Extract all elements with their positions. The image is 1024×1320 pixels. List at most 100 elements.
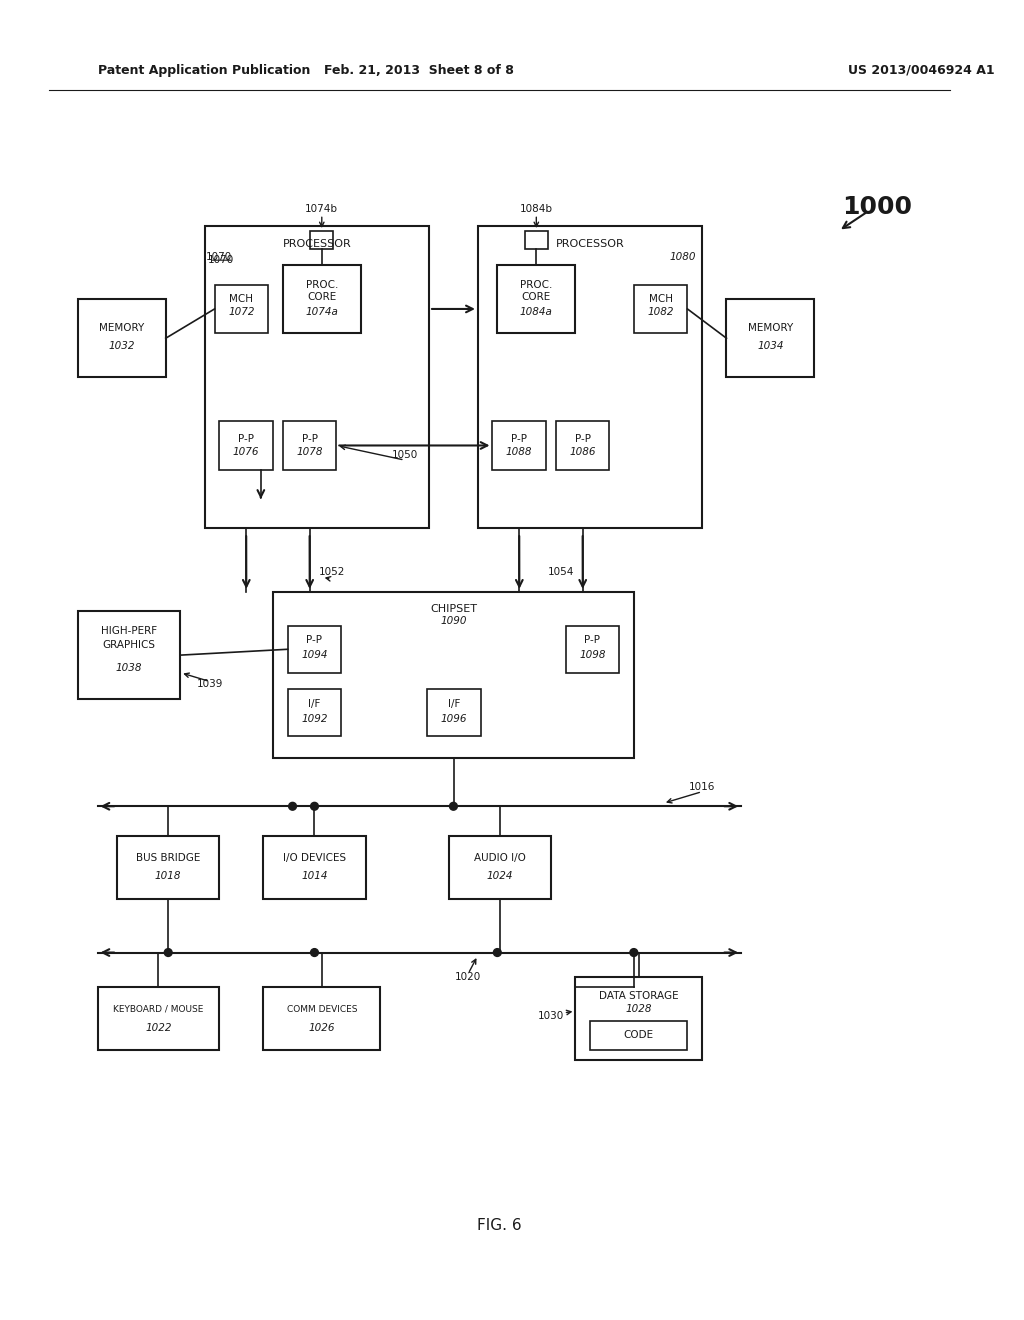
Text: 1024: 1024 xyxy=(486,871,513,882)
Text: 1038: 1038 xyxy=(116,663,142,673)
Text: MEMORY: MEMORY xyxy=(99,323,144,334)
Text: 1098: 1098 xyxy=(580,651,605,660)
Text: P-P: P-P xyxy=(306,635,323,645)
Bar xyxy=(78,611,180,700)
Text: P-P: P-P xyxy=(585,635,600,645)
Text: 1078: 1078 xyxy=(296,447,323,457)
Bar xyxy=(498,265,575,334)
Bar xyxy=(283,265,360,334)
Text: CHIPSET: CHIPSET xyxy=(430,605,477,614)
Text: 1000: 1000 xyxy=(843,194,912,219)
Bar xyxy=(273,591,634,758)
Bar xyxy=(590,1020,687,1049)
Text: 1084a: 1084a xyxy=(520,306,553,317)
Text: P-P: P-P xyxy=(574,434,591,444)
Circle shape xyxy=(164,949,172,957)
Bar xyxy=(288,626,341,673)
Bar xyxy=(263,836,366,899)
Text: 1052: 1052 xyxy=(318,568,345,577)
Text: 1080: 1080 xyxy=(670,252,696,263)
Bar xyxy=(288,689,341,737)
Text: 1084b: 1084b xyxy=(520,203,553,214)
Text: 1086: 1086 xyxy=(569,447,596,457)
Circle shape xyxy=(310,949,318,957)
Circle shape xyxy=(450,803,458,810)
Circle shape xyxy=(310,803,318,810)
Text: MEMORY: MEMORY xyxy=(748,323,793,334)
Text: I/O DEVICES: I/O DEVICES xyxy=(283,853,346,863)
Bar xyxy=(263,986,380,1049)
Text: PROC.: PROC. xyxy=(305,280,338,289)
Text: 1014: 1014 xyxy=(301,871,328,882)
Bar xyxy=(449,836,551,899)
Text: PROC.: PROC. xyxy=(520,280,553,289)
Bar xyxy=(634,285,687,334)
Bar xyxy=(205,226,429,528)
Bar xyxy=(556,421,609,470)
Text: CORE: CORE xyxy=(521,292,551,302)
Text: 1072: 1072 xyxy=(228,306,255,317)
Text: 1026: 1026 xyxy=(308,1023,335,1032)
Text: KEYBOARD / MOUSE: KEYBOARD / MOUSE xyxy=(114,1005,204,1014)
Text: Feb. 21, 2013  Sheet 8 of 8: Feb. 21, 2013 Sheet 8 of 8 xyxy=(325,63,514,77)
Text: HIGH-PERF: HIGH-PERF xyxy=(101,626,158,636)
Text: 1016: 1016 xyxy=(689,781,716,792)
Text: 1094: 1094 xyxy=(301,651,328,660)
Text: PROCESSOR: PROCESSOR xyxy=(556,239,625,248)
Bar xyxy=(575,977,702,1060)
Bar xyxy=(565,626,620,673)
Text: 1088: 1088 xyxy=(506,447,532,457)
Text: 1090: 1090 xyxy=(440,616,467,626)
Bar xyxy=(524,231,548,248)
Bar xyxy=(117,836,219,899)
Text: 1022: 1022 xyxy=(145,1023,172,1032)
Text: BUS BRIDGE: BUS BRIDGE xyxy=(136,853,201,863)
Circle shape xyxy=(289,803,296,810)
Text: 1070: 1070 xyxy=(208,255,234,265)
Text: P-P: P-P xyxy=(302,434,317,444)
Text: 1032: 1032 xyxy=(109,341,135,351)
Bar xyxy=(493,421,546,470)
Text: 1070: 1070 xyxy=(206,252,232,263)
Bar xyxy=(478,226,702,528)
Bar xyxy=(219,421,273,470)
Text: P-P: P-P xyxy=(511,434,527,444)
Bar xyxy=(97,986,219,1049)
Bar xyxy=(310,231,334,248)
Bar xyxy=(78,300,166,378)
Text: P-P: P-P xyxy=(239,434,254,444)
Bar xyxy=(427,689,480,737)
Text: FIG. 6: FIG. 6 xyxy=(477,1218,521,1233)
Text: GRAPHICS: GRAPHICS xyxy=(102,640,156,651)
Text: 1034: 1034 xyxy=(757,341,783,351)
Bar xyxy=(214,285,268,334)
Text: 1039: 1039 xyxy=(197,680,223,689)
Text: 1082: 1082 xyxy=(647,306,674,317)
Text: MCH: MCH xyxy=(229,294,253,304)
Text: US 2013/0046924 A1: US 2013/0046924 A1 xyxy=(848,63,995,77)
Text: 1020: 1020 xyxy=(455,972,481,982)
Text: COMM DEVICES: COMM DEVICES xyxy=(287,1005,357,1014)
Bar xyxy=(726,300,814,378)
Text: 1092: 1092 xyxy=(301,714,328,723)
Text: 1076: 1076 xyxy=(233,447,259,457)
Text: Patent Application Publication: Patent Application Publication xyxy=(97,63,310,77)
Text: 1018: 1018 xyxy=(155,871,181,882)
Text: DATA STORAGE: DATA STORAGE xyxy=(599,991,679,1002)
Text: 1096: 1096 xyxy=(440,714,467,723)
Text: 1074a: 1074a xyxy=(305,306,338,317)
Text: CORE: CORE xyxy=(307,292,337,302)
Text: 1054: 1054 xyxy=(548,568,573,577)
Text: I/F: I/F xyxy=(308,698,321,709)
Text: 1030: 1030 xyxy=(538,1011,563,1020)
Circle shape xyxy=(494,949,501,957)
Text: PROCESSOR: PROCESSOR xyxy=(283,239,351,248)
Text: I/F: I/F xyxy=(447,698,460,709)
Circle shape xyxy=(630,949,638,957)
Bar xyxy=(283,421,337,470)
Text: 1074b: 1074b xyxy=(305,203,338,214)
Text: AUDIO I/O: AUDIO I/O xyxy=(474,853,525,863)
Text: MCH: MCH xyxy=(648,294,673,304)
Text: CODE: CODE xyxy=(624,1031,653,1040)
Text: 1050: 1050 xyxy=(391,450,418,461)
